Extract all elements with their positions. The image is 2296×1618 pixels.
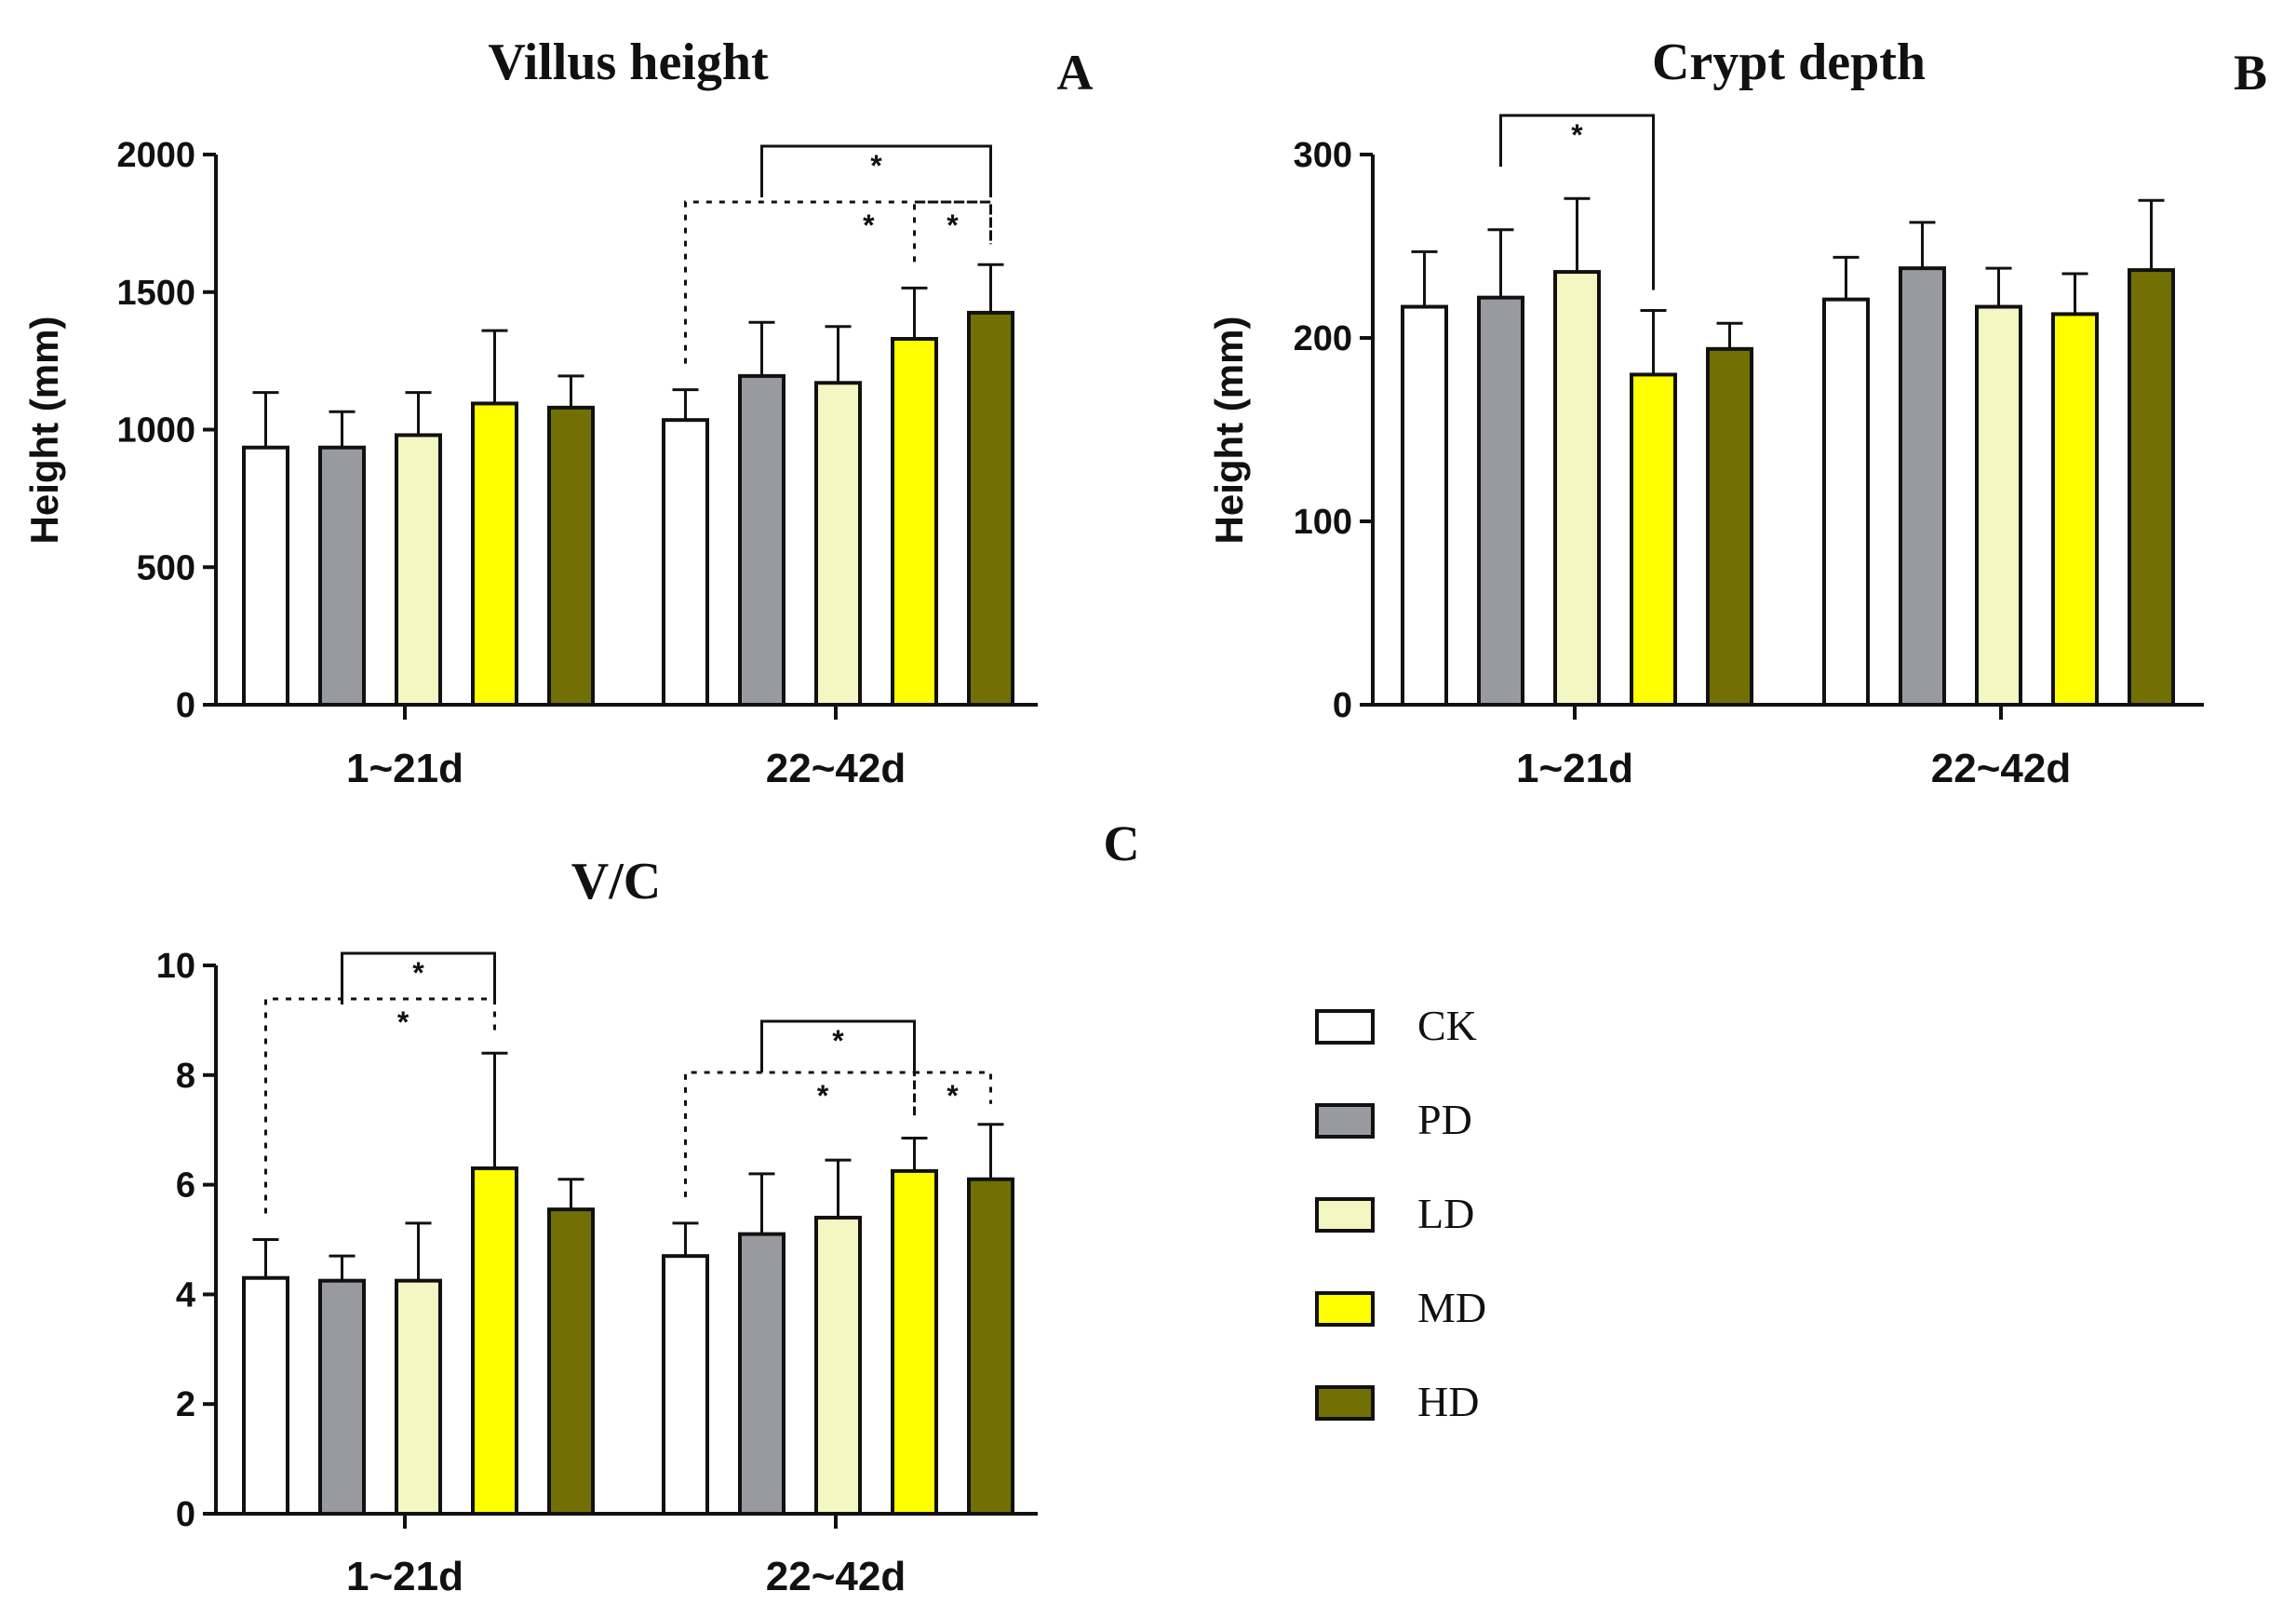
significance-bracket: [760, 144, 992, 197]
y-tick-label: 8: [176, 1057, 195, 1096]
significance-star: *: [947, 209, 959, 242]
bar-ld: [1975, 304, 2022, 707]
bar-md: [2051, 312, 2099, 707]
y-tick-label: 0: [176, 1495, 195, 1534]
y-tick-label: 1500: [116, 274, 195, 313]
significance-star: *: [817, 1079, 829, 1112]
legend-swatch-ld: [1315, 1197, 1375, 1233]
y-tick-label: 2: [176, 1385, 195, 1424]
significance-bracket: [341, 951, 496, 1005]
bar-pd: [318, 1278, 366, 1517]
y-tick-label: 100: [1294, 503, 1352, 542]
x-tick-label: 22~42d: [766, 746, 906, 791]
significance-bracket: [913, 200, 992, 263]
significance-star: *: [412, 956, 424, 990]
bar-hd: [547, 1207, 595, 1516]
panel-letter: C: [1104, 816, 1140, 871]
y-tick-label: 200: [1294, 319, 1352, 358]
significance-star: *: [832, 1024, 844, 1058]
y-axis-label: Height (mm): [1207, 317, 1251, 545]
bar-pd: [738, 1232, 785, 1516]
x-tick-label: 1~21d: [346, 746, 463, 791]
legend-swatch-ck: [1315, 1009, 1375, 1045]
bar-ld: [814, 381, 862, 707]
significance-bracket: [684, 200, 992, 364]
bar-ld: [814, 1215, 862, 1516]
bar-ld: [395, 1278, 442, 1517]
y-tick-label: 2000: [116, 136, 195, 175]
bar-ld: [1553, 270, 1601, 707]
panel-letter: A: [1057, 45, 1094, 101]
bar-hd: [967, 1177, 1014, 1516]
significance-star: *: [863, 209, 875, 242]
significance-bracket: [1499, 114, 1655, 290]
bar-ck: [1401, 304, 1448, 707]
legend-label-ck: CK: [1417, 1002, 1477, 1049]
bar-ck: [242, 1275, 289, 1516]
significance-star: *: [870, 149, 882, 182]
legend: CK PD LD MD HD: [1315, 1002, 1486, 1425]
bar-ck: [662, 1254, 709, 1517]
chart-title: Villus height: [488, 34, 769, 91]
bar-hd: [1706, 346, 1753, 707]
x-tick-label: 22~42d: [766, 1554, 906, 1599]
y-tick-label: 4: [176, 1275, 195, 1315]
legend-swatch-md: [1315, 1291, 1375, 1327]
legend-label-hd: HD: [1417, 1378, 1479, 1425]
bar-ck: [242, 445, 289, 707]
significance-star: *: [1571, 118, 1583, 152]
chart-panel-b: Crypt depth B Height (mm) 0 100 200 300 1~21d 22…: [1207, 34, 2267, 791]
bar-pd: [1899, 266, 1946, 707]
y-tick-label: 0: [176, 686, 195, 725]
legend-swatch-hd: [1315, 1385, 1375, 1421]
significance-bracket: [760, 1019, 916, 1072]
legend-swatch-pd: [1315, 1103, 1375, 1139]
bar-ck: [1822, 297, 1870, 707]
bar-md: [471, 401, 518, 707]
y-axis-label: Height (mm): [22, 317, 66, 545]
bar-hd: [2128, 268, 2175, 707]
legend-label-pd: PD: [1417, 1096, 1472, 1143]
y-tick-label: 6: [176, 1166, 195, 1206]
chart-title: Crypt depth: [1652, 34, 1926, 91]
y-tick-label: 0: [1333, 686, 1352, 725]
bar-hd: [967, 310, 1014, 707]
panel-letter: B: [2234, 45, 2267, 101]
legend-label-md: MD: [1417, 1284, 1486, 1331]
significance-bracket: [913, 1071, 992, 1112]
chart-panel-a: Villus height A Height (mm) 0 500 1000 1500 200…: [22, 34, 1094, 791]
y-tick-label: 1000: [116, 411, 195, 451]
x-tick-label: 1~21d: [1516, 746, 1633, 791]
significance-bracket: [264, 997, 496, 1214]
legend-label-ld: LD: [1417, 1190, 1474, 1237]
bar-md: [1630, 372, 1677, 707]
significance-star: *: [947, 1079, 959, 1112]
significance-bracket: [684, 1071, 916, 1197]
y-tick-label: 500: [137, 548, 195, 587]
bar-md: [471, 1166, 518, 1517]
bar-pd: [738, 373, 785, 707]
x-tick-label: 22~42d: [1931, 746, 2071, 791]
y-tick-label: 10: [156, 947, 195, 986]
significance-star: *: [397, 1005, 410, 1039]
bar-md: [891, 336, 938, 707]
bar-md: [891, 1168, 938, 1516]
bar-pd: [1477, 295, 1524, 707]
bar-hd: [547, 405, 595, 707]
bar-ck: [662, 418, 709, 707]
bar-pd: [318, 445, 366, 707]
x-tick-label: 1~21d: [346, 1554, 463, 1599]
y-tick-label: 300: [1294, 136, 1352, 175]
bar-ld: [395, 433, 442, 707]
chart-title: V/C: [571, 853, 661, 910]
